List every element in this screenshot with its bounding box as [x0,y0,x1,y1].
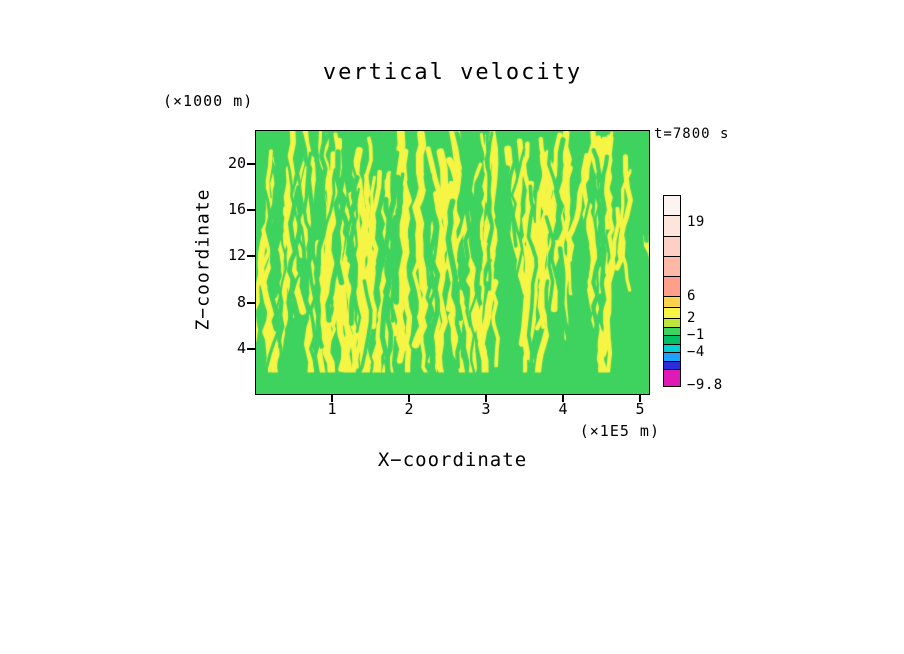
x-tick-label: 3 [481,400,491,418]
chart-title: vertical velocity [322,60,583,85]
y-tick-mark [247,255,255,258]
x-tick-label: 1 [327,400,337,418]
x-tick-mark [562,395,564,402]
colorbar-tick-label: 19 [687,214,705,231]
y-tick-label: 8 [236,292,246,311]
y-tick-mark [247,347,255,350]
x-tick-mark [408,395,410,402]
x-axis-title: X−coordinate [377,449,528,471]
y-tick-label: 4 [236,338,246,357]
colorbar-segment [664,361,680,371]
colorbar-segment [664,307,680,320]
y-tick-mark [247,162,255,165]
colorbar-tick-label: 6 [687,287,696,304]
time-annotation: t=7800 s [654,126,730,142]
y-tick-label: 12 [227,246,246,265]
colorbar-tick-label: −4 [687,344,705,361]
x-tick-mark [331,395,333,402]
colorbar-segment [664,327,680,337]
y-tick-label: 20 [227,153,246,172]
colorbar-segment [664,276,680,297]
colorbar-segment [664,336,680,345]
y-tick-mark [247,209,255,212]
x-axis-unit-label: (×1E5 m) [579,422,660,440]
colorbar-segment [664,296,680,308]
colorbar-segment [664,319,680,328]
colorbar-tick-label: −9.8 [687,377,723,393]
x-tick-mark [485,395,487,402]
y-tick-mark [247,301,255,304]
x-tick-label: 4 [558,400,568,418]
x-tick-mark [639,395,641,402]
colorbar-segment [664,344,680,354]
colorbar-tick-label: 2 [687,310,696,327]
colorbar-tick-label: −1 [687,327,705,344]
y-tick-label: 16 [227,200,246,219]
heatmap-field [255,130,650,395]
x-tick-label: 5 [635,400,645,418]
colorbar-segment [664,353,680,362]
x-tick-label: 2 [404,400,414,418]
colorbar-segment [664,216,680,238]
colorbar [663,195,681,387]
colorbar-segment [664,257,680,277]
colorbar-segment [664,237,680,258]
colorbar-segment [664,370,680,386]
y-axis-unit-label: (×1000 m) [163,92,254,110]
colorbar-segment [664,196,680,217]
